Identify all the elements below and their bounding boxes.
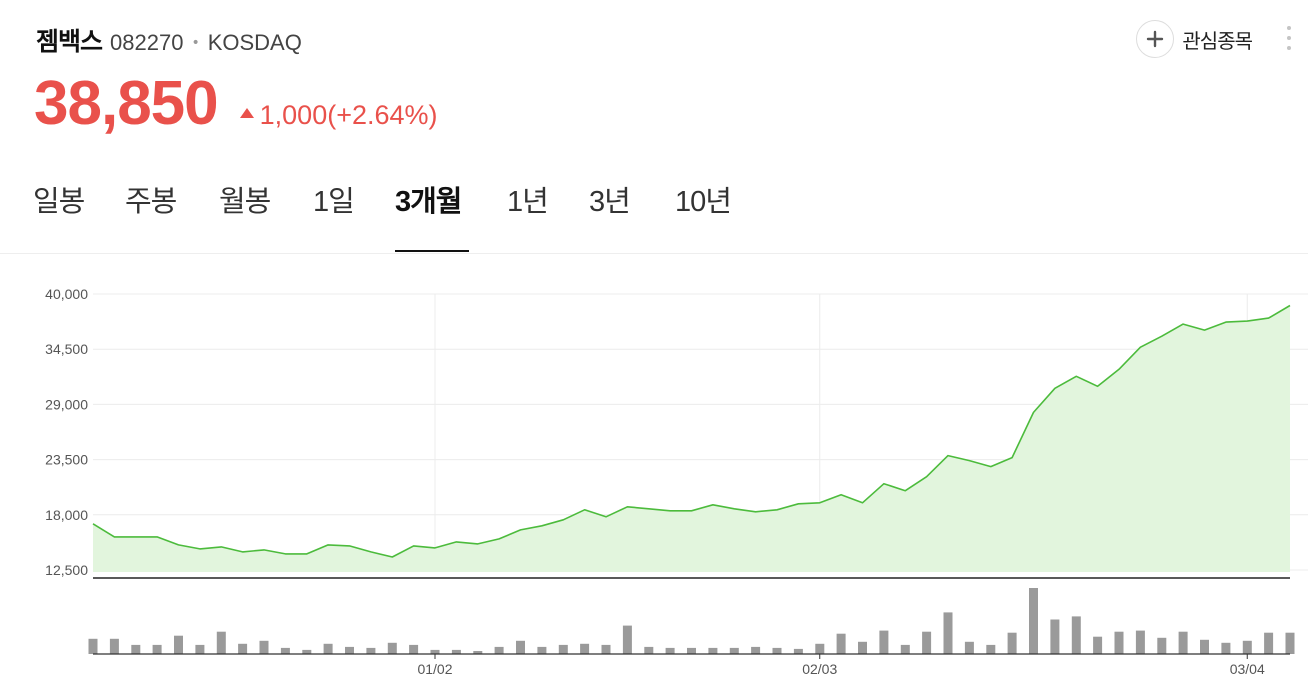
- y-tick-label: 40,000: [45, 286, 88, 302]
- tab-daily[interactable]: 일봉: [33, 186, 85, 218]
- up-triangle-icon: [239, 108, 254, 118]
- volume-bar: [88, 638, 98, 654]
- volume-bar: [836, 633, 846, 654]
- x-tick-label: 01/02: [417, 661, 452, 677]
- volume-bar: [409, 644, 419, 654]
- volume-bar: [516, 640, 525, 654]
- volume-bar: [1178, 631, 1188, 654]
- plus-icon: [1136, 20, 1175, 58]
- stock-code: 082270: [110, 30, 184, 55]
- tab-3month[interactable]: 3개월: [395, 178, 469, 252]
- volume-bar: [216, 631, 226, 654]
- volume-bar: [708, 647, 718, 654]
- volume-bar: [323, 643, 333, 654]
- volume-bar: [152, 644, 162, 654]
- volume-bar: [622, 625, 632, 654]
- volume-bar: [473, 651, 483, 654]
- separator-dot: •: [191, 35, 200, 51]
- volume-bar: [1200, 639, 1209, 654]
- x-tick-label: 02/03: [802, 661, 837, 677]
- volume-bar: [644, 646, 654, 654]
- tab-10year[interactable]: 10년: [675, 186, 732, 218]
- volume-bar: [1114, 631, 1124, 654]
- x-tick-label: 03/04: [1230, 661, 1265, 677]
- volume-bar: [451, 649, 461, 654]
- price-row: 38,850 1,000(+2.64%): [34, 68, 438, 139]
- volume-bar: [964, 641, 974, 654]
- volume-bar: [1221, 642, 1231, 654]
- volume-bar: [1029, 588, 1038, 654]
- current-price: 38,850: [34, 69, 219, 138]
- volume-bar: [665, 647, 675, 654]
- tab-1year[interactable]: 1년: [507, 186, 549, 218]
- volume-bar: [687, 647, 696, 654]
- volume-bar: [1135, 630, 1145, 654]
- tab-monthly[interactable]: 월봉: [219, 186, 271, 218]
- price-area: [93, 305, 1290, 572]
- volume-bar: [879, 630, 889, 654]
- tab-1day[interactable]: 1일: [313, 186, 355, 218]
- y-tick-label: 34,500: [45, 341, 88, 357]
- volume-bar: [1157, 637, 1167, 654]
- price-change-text: 1,000(+2.64%): [259, 100, 438, 130]
- volume-bar: [537, 646, 547, 654]
- volume-bar: [943, 612, 953, 654]
- more-menu-icon[interactable]: [1284, 26, 1294, 54]
- add-watchlist-button[interactable]: 관심종목: [1136, 20, 1253, 58]
- volume-bar: [1071, 616, 1081, 654]
- volume-bar: [580, 643, 590, 654]
- y-tick-label: 23,500: [45, 452, 88, 468]
- volume-bar: [815, 643, 825, 654]
- price-line: [92, 304, 1291, 558]
- volume-bar: [601, 644, 611, 654]
- volume-bar: [751, 646, 761, 654]
- volume-bar: [280, 647, 290, 654]
- volume-bar: [238, 643, 248, 654]
- volume-bar: [1050, 619, 1060, 654]
- volume-bar: [430, 649, 440, 654]
- volume-bar: [986, 644, 996, 654]
- volume-bar: [793, 648, 803, 654]
- tab-weekly[interactable]: 주봉: [125, 186, 177, 218]
- volume-bar: [345, 646, 354, 654]
- tab-3year[interactable]: 3년: [589, 186, 631, 218]
- stock-header: 젬백스 082270 • KOSDAQ: [36, 22, 302, 58]
- volume-bar: [858, 641, 867, 654]
- volume-bar: [109, 638, 119, 654]
- volume-bar: [302, 649, 312, 654]
- volume-bar: [1093, 636, 1103, 654]
- volume-bar: [387, 642, 397, 654]
- volume-bar: [494, 646, 504, 654]
- volume-bar: [1007, 632, 1017, 654]
- volume-bar: [195, 644, 205, 654]
- volume-bar: [1264, 632, 1274, 654]
- volume-bar: [366, 647, 376, 654]
- y-tick-label: 29,000: [45, 396, 88, 412]
- volume-bar: [1285, 632, 1295, 654]
- volume-bar: [558, 644, 568, 654]
- volume-bar: [922, 631, 932, 654]
- watchlist-label: 관심종목: [1182, 28, 1253, 53]
- y-tick-label: 18,000: [45, 507, 88, 523]
- price-change: 1,000(+2.64%): [239, 100, 438, 131]
- volume-bar: [729, 647, 739, 654]
- market-name: KOSDAQ: [207, 30, 302, 55]
- volume-bar: [1242, 640, 1252, 654]
- volume-bar: [131, 644, 141, 654]
- volume-bar: [900, 644, 910, 654]
- y-tick-label: 12,500: [45, 562, 88, 578]
- volume-bar: [174, 635, 183, 654]
- volume-bar: [772, 647, 782, 654]
- volume-bar: [259, 640, 269, 654]
- stock-name: 젬백스: [36, 27, 103, 56]
- tabs-divider: [0, 253, 1308, 254]
- period-tabs: 일봉 주봉 월봉 1일 3개월 1년 3년 10년: [0, 178, 1308, 254]
- price-chart: 40,000 34,500 29,000 23,500 18,000 12,500 01/0…: [45, 286, 1308, 677]
